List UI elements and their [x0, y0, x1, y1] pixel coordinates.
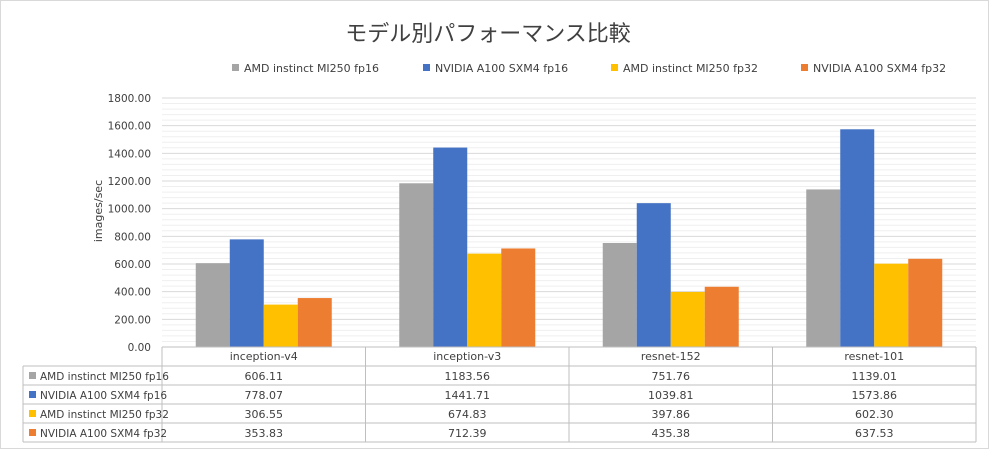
legend-label: AMD instinct MI250 fp16	[244, 62, 379, 75]
x-category-label: inception-v4	[230, 350, 298, 363]
y-tick-label: 400.00	[114, 287, 151, 299]
data-table: inception-v4 inception-v3 resnet-152 resnet…	[22, 346, 977, 443]
bar	[840, 129, 875, 347]
table-cell-value: 674.83	[448, 408, 487, 421]
table-cell-value: 1039.81	[648, 389, 694, 402]
legend-label: AMD instinct MI250 fp32	[623, 62, 758, 75]
y-tick-label: 1200.00	[108, 176, 151, 188]
bars	[195, 129, 943, 347]
bar	[636, 203, 671, 347]
y-axis-ticks: 0.00 200.00 400.00 600.00 800.00 1000.00 1200.…	[108, 93, 151, 354]
table-legend-swatch	[29, 429, 36, 436]
bar	[229, 239, 264, 347]
y-tick-label: 1000.00	[108, 204, 151, 216]
legend-swatch	[423, 64, 430, 71]
table-cell-value: 1573.86	[852, 389, 898, 402]
bar	[501, 248, 536, 347]
table-row-label: AMD instinct MI250 fp16	[40, 371, 169, 383]
table-cell-value: 778.07	[245, 389, 284, 402]
legend-swatch	[611, 64, 618, 71]
bar	[670, 291, 705, 347]
legend: AMD instinct MI250 fp16 NVIDIA A100 SXM4 …	[232, 62, 946, 75]
bar	[433, 147, 468, 347]
legend-swatch	[801, 64, 808, 71]
bar	[297, 298, 332, 347]
y-tick-label: 800.00	[114, 231, 151, 243]
table-cell-value: 712.39	[448, 427, 487, 440]
table-cell-value: 602.30	[855, 408, 894, 421]
table-cell-value: 1183.56	[445, 370, 491, 383]
table-cell-value: 306.55	[245, 408, 284, 421]
table-legend-swatch	[29, 372, 36, 379]
table-cell-value: 1441.71	[445, 389, 491, 402]
bar	[263, 304, 298, 347]
table-row-label: NVIDIA A100 SXM4 fp16	[40, 390, 167, 402]
legend-label: NVIDIA A100 SXM4 fp32	[813, 62, 946, 75]
y-tick-label: 600.00	[114, 259, 151, 271]
table-legend-swatch	[29, 391, 36, 398]
table-cell-value: 606.11	[245, 370, 284, 383]
y-axis-label: images/sec	[92, 180, 105, 242]
x-category-label: resnet-101	[844, 350, 904, 363]
bar	[874, 263, 909, 347]
bar	[195, 263, 230, 347]
bar	[704, 286, 739, 347]
legend-swatch	[232, 64, 239, 71]
table-row-label: AMD instinct MI250 fp32	[40, 409, 169, 421]
chart-title: モデル別パフォーマンス比較	[345, 22, 631, 47]
y-tick-label: 200.00	[114, 314, 151, 326]
bar	[806, 189, 841, 347]
x-category-label: resnet-152	[641, 350, 701, 363]
y-tick-label: 1400.00	[108, 148, 151, 160]
bar	[908, 258, 943, 347]
table-cell-value: 751.76	[652, 370, 691, 383]
table-cell-value: 435.38	[652, 427, 691, 440]
y-tick-label: 1800.00	[108, 93, 151, 105]
table-legend-swatch	[29, 410, 36, 417]
bar	[602, 243, 637, 347]
y-tick-label: 0.00	[128, 342, 151, 354]
y-tick-label: 1600.00	[108, 121, 151, 133]
table-cell-value: 397.86	[652, 408, 691, 421]
bar	[467, 253, 502, 347]
legend-label: NVIDIA A100 SXM4 fp16	[435, 62, 568, 75]
table-cell-value: 1139.01	[852, 370, 898, 383]
bar	[399, 183, 434, 347]
table-row-label: NVIDIA A100 SXM4 fp32	[40, 428, 167, 440]
table-cell-value: 353.83	[245, 427, 284, 440]
x-category-label: inception-v3	[433, 350, 501, 363]
table-cell-value: 637.53	[855, 427, 894, 440]
